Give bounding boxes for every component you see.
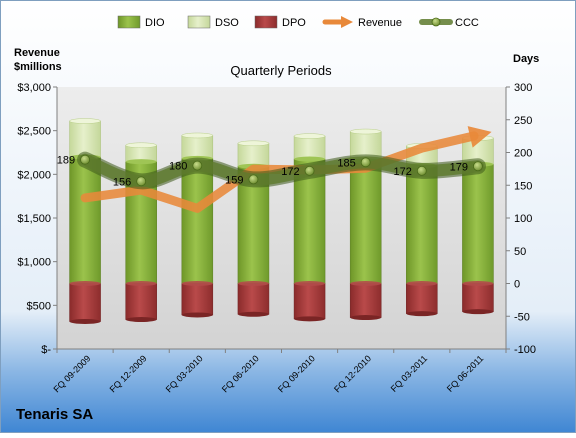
bar-dpo-cap	[125, 281, 157, 286]
bars	[69, 118, 494, 324]
legend-label-ccc: CCC	[455, 17, 479, 29]
bar-dpo	[69, 283, 101, 322]
legend-label-revenue: Revenue	[358, 17, 402, 29]
ccc-data-label: 172	[281, 166, 299, 178]
right-tick-label: 150	[514, 180, 532, 192]
legend-swatch-ccc-marker	[431, 17, 441, 27]
bar-dpo-base	[125, 317, 157, 323]
chart-title: Quarterly Periods	[230, 63, 332, 78]
legend-swatch-dio	[117, 15, 141, 29]
bar-dpo	[349, 283, 382, 318]
right-tick-label: 100	[514, 213, 532, 225]
legend-swatch-dpo	[254, 15, 278, 29]
bar-dpo-base	[406, 311, 438, 317]
ccc-marker	[473, 161, 483, 172]
bar-dpo-cap	[350, 281, 382, 286]
ccc-marker	[304, 165, 315, 176]
bar-dpo	[237, 283, 270, 315]
ccc-marker	[192, 160, 203, 171]
bar-dpo-cap	[237, 281, 269, 286]
legend-label-dpo: DPO	[282, 17, 306, 29]
bar-dso-cap	[181, 132, 214, 139]
plot-area	[57, 87, 506, 349]
ccc-data-label: 159	[225, 174, 243, 186]
right-tick-label: 250	[514, 115, 532, 127]
left-tick-label: $2,000	[17, 169, 51, 181]
bar-dso-cap	[349, 128, 382, 135]
bar-dso	[237, 143, 270, 167]
revenue-arrowhead	[467, 126, 492, 148]
right-tick-label: 50	[514, 246, 526, 258]
left-tick-label: $1,500	[17, 213, 51, 225]
bar-dio	[69, 156, 101, 284]
left-axis-label-line2: $millions	[14, 61, 62, 73]
bar-dio-cap	[294, 156, 326, 162]
bar-dpo	[462, 283, 494, 312]
bar-dso	[69, 120, 101, 158]
legend: DIO DSO DPO Revenue CCC	[117, 15, 479, 29]
bar-dio	[462, 164, 494, 284]
bar-dso	[293, 135, 326, 160]
bar-dso-cap	[293, 133, 326, 139]
bar-dio	[181, 158, 214, 284]
bar-dpo-base	[69, 318, 101, 324]
left-tick-label: $1,000	[17, 257, 51, 269]
right-tick-label: -50	[514, 311, 530, 323]
ccc-layer: 189 156 180 159 172 185 172 179	[57, 151, 486, 190]
bar-dpo-base	[181, 312, 213, 318]
bar-dpo-base	[237, 311, 269, 317]
bar-dio	[406, 165, 438, 284]
left-tick-label: $3,000	[17, 82, 51, 94]
ccc-data-label: 180	[169, 161, 187, 173]
company-name: Tenaris SA	[16, 406, 93, 423]
bar-dio	[349, 160, 382, 284]
legend-label-dio: DIO	[145, 17, 165, 29]
left-tick-label: $-	[41, 344, 51, 356]
left-axis-label-line1: Revenue	[14, 47, 60, 59]
bar-dpo-cap	[181, 281, 213, 286]
left-tick-label: $500	[27, 300, 51, 312]
ccc-marker	[80, 154, 90, 165]
bar-dso-cap	[237, 140, 270, 147]
legend-swatch-revenue-head	[341, 16, 353, 28]
bar-dso-cap	[69, 118, 101, 124]
right-axis-label: Days	[513, 53, 539, 65]
ccc-marker	[248, 174, 259, 185]
ccc-data-label: 156	[113, 176, 131, 188]
bar-dpo-cap	[294, 281, 326, 286]
bar-dpo	[125, 283, 157, 320]
ccc-marker	[136, 176, 147, 187]
bar-dso	[181, 135, 214, 159]
right-tick-label: -100	[514, 344, 536, 356]
left-tick-label: $2,500	[17, 126, 51, 138]
bar-dio-cap	[125, 159, 157, 165]
bar-dpo-base	[294, 316, 326, 322]
bar-dpo	[293, 283, 326, 320]
ccc-marker	[360, 157, 371, 168]
ccc-marker	[416, 165, 427, 176]
bar-dpo-cap	[462, 281, 494, 286]
bar-dpo-cap	[69, 281, 101, 286]
right-tick-label: 300	[514, 82, 532, 94]
bar-dpo-base	[462, 309, 494, 315]
ccc-data-label: 185	[337, 157, 355, 169]
bar-dpo	[406, 283, 438, 314]
bar-dpo	[181, 283, 214, 316]
ccc-data-label: 189	[57, 155, 75, 167]
bar-dso-cap	[125, 142, 157, 149]
ccc-data-label: 179	[450, 161, 468, 173]
right-tick-label: 200	[514, 148, 532, 160]
bar-dpo-cap	[406, 281, 438, 286]
bar-dpo-base	[350, 315, 382, 321]
legend-label-dso: DSO	[215, 17, 239, 29]
ccc-data-label: 172	[393, 166, 411, 178]
right-tick-label: 0	[514, 279, 520, 291]
legend-swatch-dso	[187, 15, 211, 29]
